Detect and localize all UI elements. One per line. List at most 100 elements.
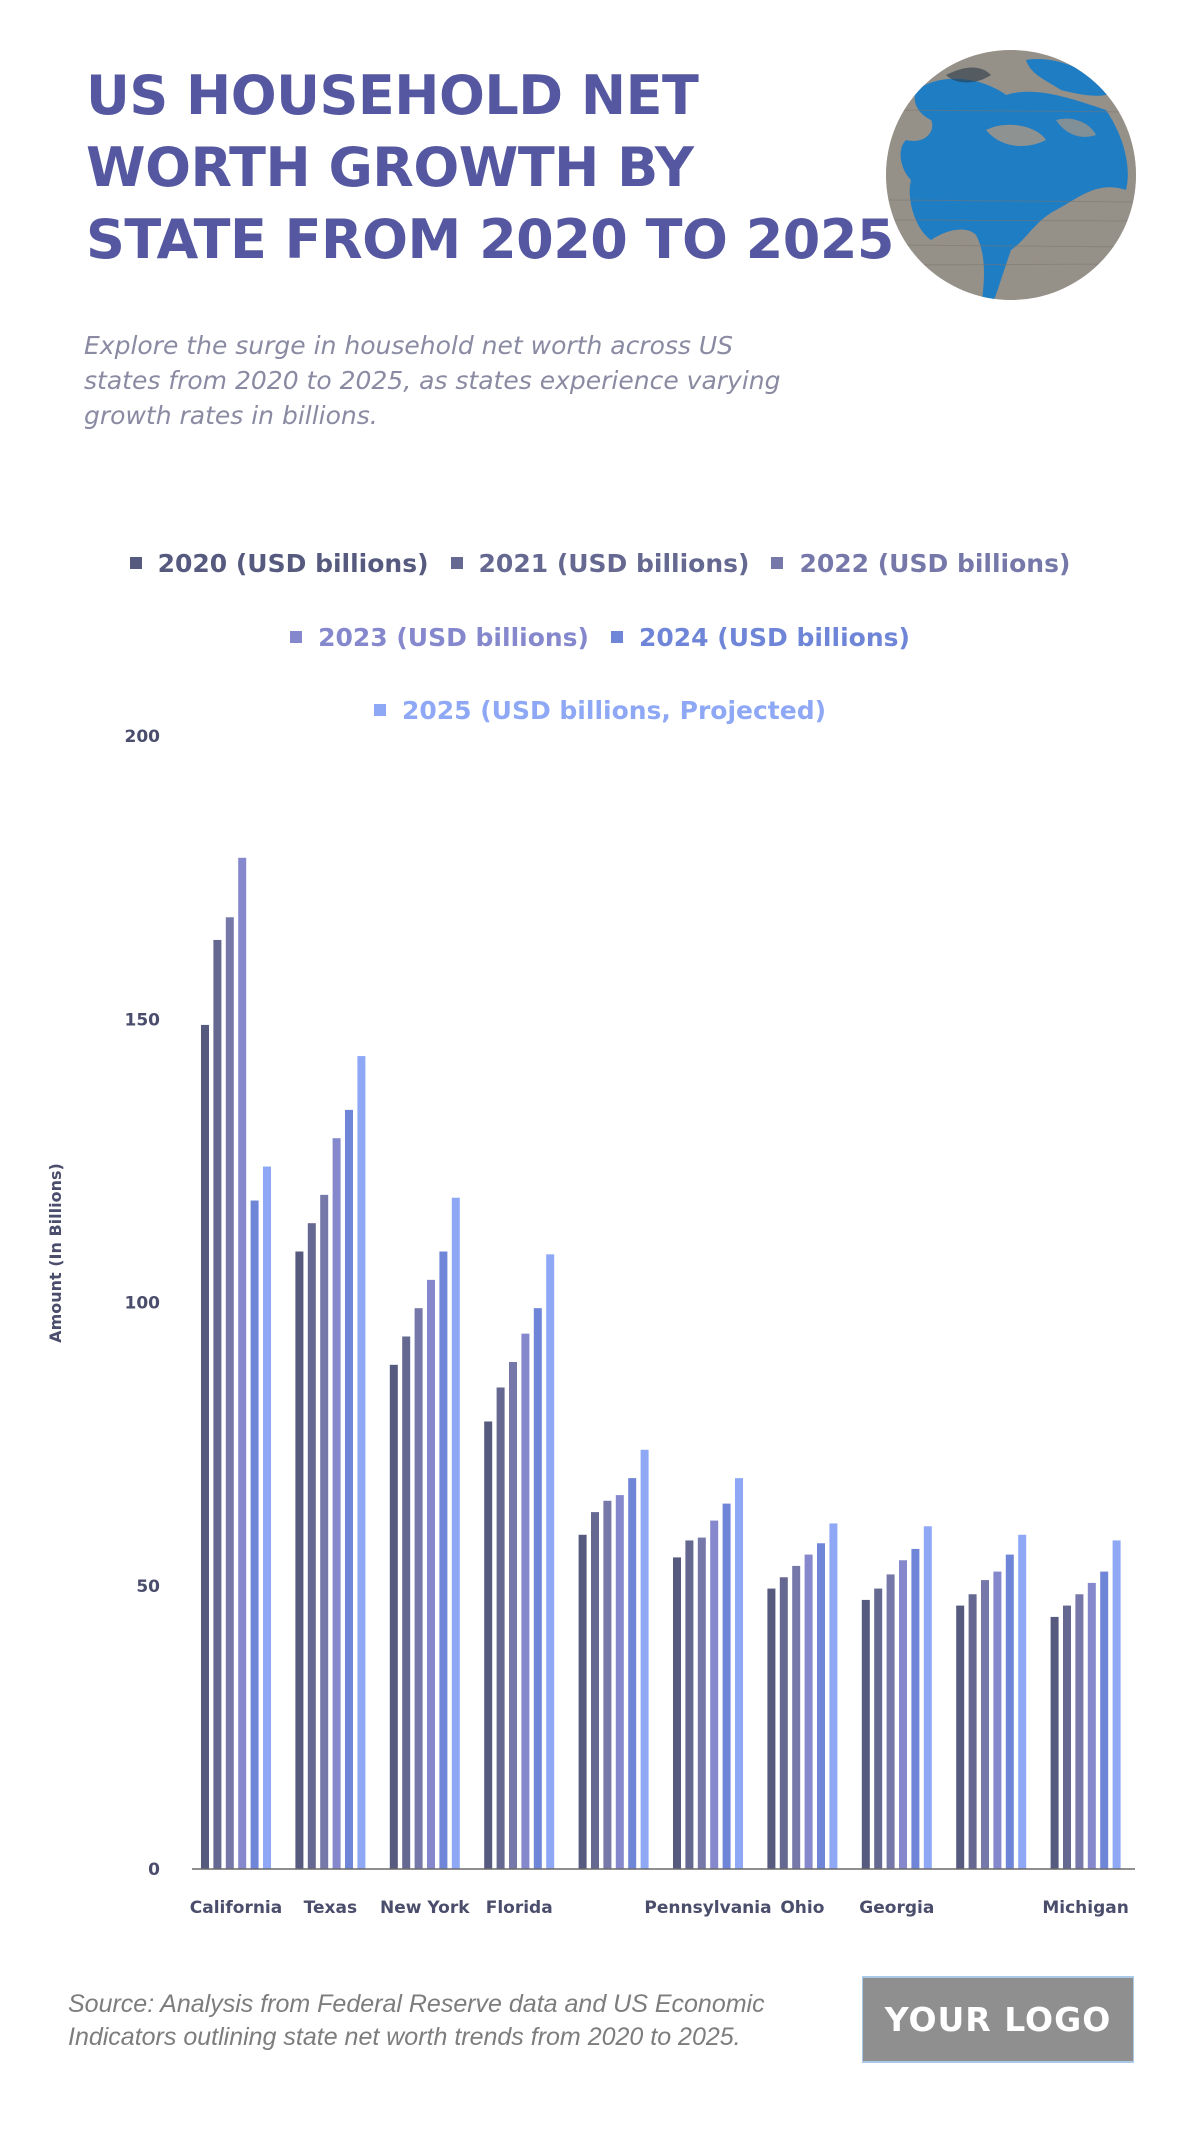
bar[interactable]: 2020 (USD billions): 89: [389, 1364, 398, 1869]
bar[interactable]: 2023 (USD billions): 52.5: [993, 1571, 1002, 1869]
bar[interactable]: 2024 (USD billions): 99: [533, 1308, 542, 1869]
bar[interactable]: 2023 (USD billions): 94.5: [521, 1333, 530, 1869]
bar[interactable]: 2024 (USD billions): 56.5: [911, 1548, 920, 1869]
legend-marker-icon: [290, 631, 303, 643]
bar[interactable]: 2025 (USD billions, Projected): 74: [640, 1449, 649, 1869]
x-tick-label: Ohio: [780, 1898, 824, 1918]
logo-text: YOUR LOGO: [884, 2000, 1112, 2039]
subtitle-line: Explore the surge in household net worth…: [84, 331, 734, 360]
legend-row: 2025 (USD billions, Projected): [0, 690, 1200, 730]
logo-placeholder: YOUR LOGO: [862, 1976, 1134, 2063]
title-line: WORTH GROWTH BY: [86, 136, 694, 199]
bar[interactable]: 2023 (USD billions): 66: [615, 1495, 624, 1869]
bar[interactable]: 2024 (USD billions): 64.5: [722, 1503, 731, 1869]
bar[interactable]: 2025 (USD billions, Projected): 59: [1018, 1534, 1027, 1869]
bar[interactable]: 2025 (USD billions, Projected): 118.5: [451, 1197, 460, 1869]
globe-texture-image: [886, 50, 1136, 300]
bar[interactable]: 2021 (USD billions): 46.5: [1063, 1605, 1071, 1869]
subtitle-line: states from 2020 to 2025, as states expe…: [84, 366, 781, 395]
bar-group: 2020 (USD billions): 792021 (USD billion…: [484, 1254, 555, 1869]
legend-item-2022[interactable]: 2022 (USD billions): [771, 549, 1070, 578]
bar[interactable]: 2021 (USD billions): 85: [496, 1387, 505, 1869]
globe-icon: [886, 50, 1136, 300]
bar[interactable]: 2021 (USD billions): 48.5: [968, 1594, 977, 1869]
x-tick-label: Texas: [304, 1898, 357, 1918]
legend-label: 2025 (USD billions, Projected): [401, 695, 827, 725]
bar[interactable]: 2020 (USD billions): 47.5: [861, 1599, 870, 1869]
bar[interactable]: 2023 (USD billions): 178.5: [238, 857, 247, 1869]
bar[interactable]: 2022 (USD billions): 99: [414, 1308, 423, 1869]
bar[interactable]: 2021 (USD billions): 51.5: [779, 1577, 788, 1869]
legend-item-2020[interactable]: 2020 (USD billions): [129, 548, 429, 578]
bar[interactable]: 2020 (USD billions): 79: [484, 1421, 493, 1869]
bar[interactable]: 2022 (USD billions): 65: [603, 1500, 612, 1869]
bar[interactable]: 2023 (USD billions): 50.5: [1087, 1582, 1096, 1869]
bar[interactable]: 2021 (USD billions): 94: [402, 1336, 411, 1869]
bar[interactable]: 2020 (USD billions): 109: [295, 1251, 304, 1869]
bar[interactable]: 2025 (USD billions, Projected): 60.5: [923, 1526, 932, 1869]
bar[interactable]: 2025 (USD billions, Projected): 143.5: [357, 1056, 366, 1869]
legend-item-2023[interactable]: 2023 (USD billions): [290, 623, 589, 652]
bar[interactable]: 2023 (USD billions): 61.5: [710, 1520, 719, 1869]
bar[interactable]: 2020 (USD billions): 44.5: [1050, 1616, 1059, 1869]
bar-group: 2020 (USD billions): 44.5 2021 (USD billi…: [1050, 1540, 1121, 1869]
bar-group: 2020 (USD billions): 1092021 (USD billio…: [295, 1056, 366, 1869]
bar[interactable]: 2020 (USD billions): 46.5: [956, 1605, 965, 1869]
bar[interactable]: 2024 (USD billions): 57.5: [817, 1543, 825, 1869]
source-note: Source: Analysis from Federal Reserve da…: [68, 1988, 828, 2054]
bar[interactable]: 2022 (USD billions): 168: [225, 917, 234, 1869]
bar[interactable]: 2022 (USD billions): 48.5: [1075, 1594, 1084, 1869]
legend-label: 2024 (USD billions): [639, 622, 910, 652]
bar-group: 2020 (USD billions): 55 2021 (USD billion…: [673, 1478, 743, 1869]
legend-item-2021[interactable]: 2021 (USD billions): [450, 549, 749, 578]
bar-group: 2020 (USD billions): 89 2021 (USD billion…: [389, 1197, 460, 1869]
bar[interactable]: 2024 (USD billions): 134: [345, 1109, 353, 1869]
bar[interactable]: 2024 (USD billions): 55.5: [1005, 1554, 1014, 1869]
bar[interactable]: 2024 (USD billions): 118: [250, 1200, 259, 1869]
bar-group: 2020 (USD billions): 47.5 2021 (USD billi…: [861, 1526, 932, 1869]
bar[interactable]: 2020 (USD billions): 59: [578, 1534, 587, 1869]
bar[interactable]: 2020 (USD billions): 149: [201, 1024, 209, 1869]
bar[interactable]: 2022 (USD billions): 89.5: [509, 1361, 517, 1869]
legend-item-2024[interactable]: 2024 (USD billions): [611, 623, 910, 652]
subtitle-line: growth rates in billions.: [84, 401, 378, 430]
title-line: US HOUSEHOLD NET: [86, 64, 699, 127]
bar[interactable]: 2022 (USD billions): 119: [320, 1194, 329, 1869]
bar[interactable]: 2025 (USD billions, Projected): 61: [829, 1523, 838, 1869]
subtitle: Explore the surge in household net worth…: [84, 328, 864, 433]
bar[interactable]: 2023 (USD billions): 55.5: [804, 1554, 813, 1869]
title-line: STATE FROM 2020 TO 2025: [86, 208, 895, 271]
bar[interactable]: 2025 (USD billions, Projected): 69: [735, 1478, 743, 1869]
legend-label: 2020 (USD billions): [157, 548, 429, 578]
legend-item-2025[interactable]: 2025 (USD billions, Projected): [373, 695, 827, 725]
bar[interactable]: 2022 (USD billions): 58.5: [697, 1537, 706, 1869]
bar[interactable]: 2021 (USD billions): 114: [307, 1223, 316, 1869]
legend-marker-icon: [373, 704, 386, 716]
page-title: US HOUSEHOLD NET WORTH GROWTH BY STATE F…: [86, 60, 895, 276]
bar[interactable]: 2022 (USD billions): 51: [981, 1580, 989, 1869]
bar[interactable]: 2025 (USD billions, Projected): 108.5: [546, 1254, 555, 1869]
bar[interactable]: 2024 (USD billions): 109: [439, 1251, 448, 1869]
bar[interactable]: 2021 (USD billions): 49.5: [874, 1588, 883, 1869]
bar[interactable]: 2021 (USD billions): 164: [213, 939, 222, 1869]
bar[interactable]: 2023 (USD billions): 54.5: [899, 1560, 907, 1869]
bar[interactable]: 2024 (USD billions): 69: [628, 1478, 637, 1869]
x-tick-label: California: [190, 1898, 282, 1918]
source-line: Source: Analysis from Federal Reserve da…: [68, 1990, 765, 2018]
y-tick-label: 100: [125, 1294, 161, 1314]
bar[interactable]: 2022 (USD billions): 53.5: [792, 1565, 801, 1869]
bar[interactable]: 2025 (USD billions, Projected): 124: [263, 1166, 271, 1869]
bar[interactable]: 2023 (USD billions): 104: [427, 1279, 435, 1869]
bar[interactable]: 2023 (USD billions): 129: [332, 1138, 341, 1869]
bar[interactable]: 2024 (USD billions): 52.5: [1100, 1571, 1109, 1869]
bar[interactable]: 2025 (USD billions, Projected): 58: [1112, 1540, 1121, 1869]
bar[interactable]: 2021 (USD billions): 58: [685, 1540, 694, 1869]
legend-marker-icon: [129, 557, 142, 569]
bar[interactable]: 2020 (USD billions): 49.5: [767, 1588, 776, 1869]
bar-group: 2020 (USD billions): 59 2021 (USD billion…: [578, 1449, 649, 1869]
bar[interactable]: 2020 (USD billions): 55: [673, 1557, 681, 1869]
bar[interactable]: 2021 (USD billions): 63: [591, 1512, 599, 1869]
bar[interactable]: 2022 (USD billions): 52: [886, 1574, 895, 1869]
x-tick-label: Georgia: [859, 1898, 934, 1918]
bar-group: 2020 (USD billions): 49.52021 (USD billi…: [767, 1523, 838, 1869]
